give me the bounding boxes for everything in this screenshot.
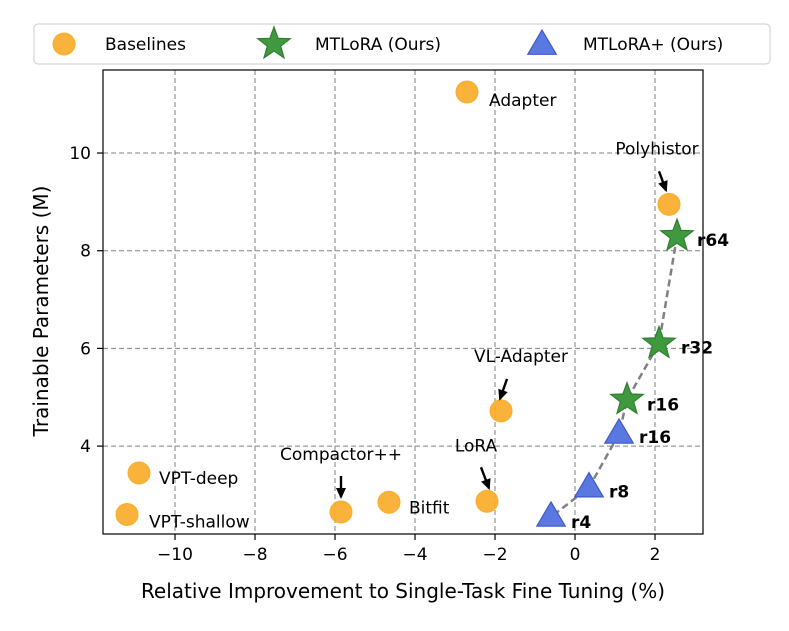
trend-lines [550,235,679,518]
x-tick-label: −2 [482,545,507,565]
baselines-point-vl-adapter [489,399,513,423]
baselines-point-bitfit [377,490,401,514]
annotations: Adapter Polyhistor VL-Adapter LoRA Bitfit Com… [149,91,729,533]
baselines-point-compactor [329,500,353,524]
mtlora-ours-label-r4: r4 [571,513,591,533]
grid-lines [103,70,703,534]
baselines-point-adapter [455,80,479,104]
mtlora-ours-label-r16: r16 [639,428,671,448]
plot-frame [102,69,704,535]
annotation-arrowhead-polyhistor [658,180,668,193]
baselines-label-vpt-shallow: VPT-shallow [149,512,250,532]
baselines-label-bitfit: Bitfit [409,498,450,518]
annotation-arrowhead-lora [481,478,491,491]
legend-markers [52,25,558,60]
mtlora-ours-point-r32 [641,324,677,359]
y-tick-label: 10 [69,144,91,164]
mtlora-ours-label-r16: r16 [647,396,679,416]
x-axis-title: Relative Improvement to Single-Task Fine… [141,579,665,603]
baselines-label-lora: LoRA [455,436,498,456]
mtlora-ours-point-r16 [603,417,635,444]
x-tick-label: −6 [322,545,347,565]
baselines-point-lora [475,489,499,513]
mtlora-ours-point-r8 [573,471,605,498]
x-tick-label: 0 [570,545,581,565]
baselines-point-vpt-deep [127,461,151,485]
baselines-point-vpt-shallow [115,502,139,526]
y-tick-label: 4 [80,437,91,457]
y-axis-title: Trainable Parameters (M) [29,186,53,438]
trend-line [550,235,679,518]
mtlora-ours-point-r16 [609,380,645,415]
legend-label-baselines: Baselines [105,35,186,55]
legend-label-mtlora-plus: MTLoRA+ (Ours) [583,35,723,55]
legend: Baselines MTLoRA (Ours) MTLoRA+ (Ours) [33,23,771,65]
x-tick-label: 2 [650,545,661,565]
x-tick-label: −8 [242,545,267,565]
mtlora-ours-point-r4 [535,500,567,527]
baselines-point-polyhistor [657,192,681,216]
baselines-label-adapter: Adapter [489,91,556,111]
baselines-label-polyhistor: Polyhistor [615,139,698,159]
legend-marker-mtlora-ours [256,25,292,60]
mtlora-ours-label-r32: r32 [681,339,713,359]
x-tick-label: −4 [402,545,427,565]
data-points [115,80,695,527]
baselines-label-vl-adapter: VL-Adapter [474,347,568,367]
legend-frame [33,23,771,65]
baselines-label-vpt-deep: VPT-deep [159,469,238,489]
baselines-label-compactor: Compactor++ [280,445,402,465]
annotation-arrowhead-vl-adapter [498,388,508,401]
x-tick-label: −10 [157,545,193,565]
legend-label-mtlora: MTLoRA (Ours) [315,35,441,55]
mtlora-ours-point-r64 [659,217,695,252]
annotation-arrowhead-compactor [336,488,346,499]
mtlora-ours-label-r8: r8 [609,483,629,503]
mtlora-ours-label-r64: r64 [697,231,729,251]
y-tick-label: 8 [80,242,91,262]
y-tick-label: 6 [80,339,91,359]
legend-marker-mtlora-ours [526,28,558,55]
legend-marker-baselines [52,32,76,56]
axis-ticks: −10 −8 −6 −4 −2 0 2 4 6 8 10 [69,144,660,565]
